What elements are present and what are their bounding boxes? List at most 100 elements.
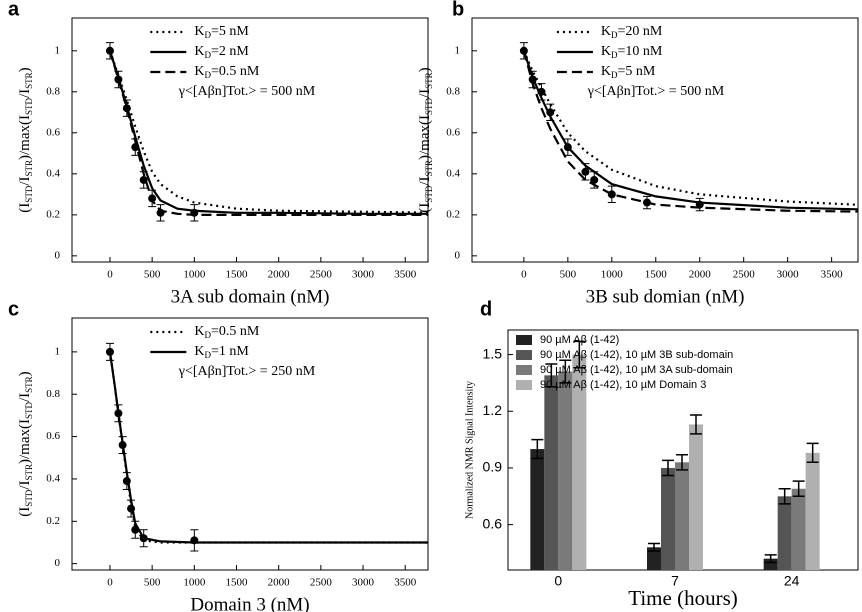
bar (544, 375, 559, 570)
data-point (563, 143, 572, 152)
data-point (190, 208, 199, 217)
legend-label: KD=5 nM (194, 24, 249, 40)
y-label-text: )/max(I (17, 419, 33, 464)
y-axis-label: Normalized NMR Signal Intensity (464, 381, 475, 519)
error-bar (573, 340, 586, 369)
y-label-subscript: STR (424, 72, 434, 89)
legend-text: =5 nM (618, 64, 656, 79)
legend-text: K (194, 64, 204, 79)
y-tick-label: 0.4 (46, 472, 60, 484)
legend-label: KD=0.5 nM (194, 324, 260, 340)
fit-curve (522, 50, 858, 206)
x-tick-label: 0 (107, 269, 113, 281)
y-tick-label: 0.6 (483, 515, 503, 531)
panel-label: c (8, 298, 19, 320)
legend-text: K (194, 344, 204, 359)
y-label-text: /I (17, 89, 33, 98)
legend-text: K (601, 24, 611, 39)
fit-curve (522, 50, 858, 211)
y-tick-label: 0.6 (46, 430, 60, 442)
data-point (581, 167, 590, 176)
y-label-subscript: STR (24, 376, 34, 393)
legend-text: =10 nM (618, 44, 663, 59)
error-bar (792, 480, 805, 498)
data-point (122, 104, 131, 113)
x-tick-label: 1000 (601, 269, 624, 281)
legend-subscript: D (204, 50, 211, 60)
x-tick-label: 1500 (645, 269, 668, 281)
legend-text: K (194, 44, 204, 59)
x-tick-label: 3000 (352, 269, 375, 281)
y-axis-label: (ISTD/ISTR)/max(ISTD/ISTR) (17, 371, 34, 516)
bar (805, 452, 820, 570)
y-label-text: (I (17, 507, 33, 517)
y-label-text: ) (417, 67, 433, 72)
y-tick-label: 0.6 (446, 126, 460, 138)
x-tick-label: 24 (784, 573, 800, 589)
bar (647, 547, 661, 570)
y-label-subscript: STR (24, 464, 34, 481)
y-tick-label: 1 (455, 44, 461, 56)
bar (791, 488, 806, 570)
annotation: γ<[Aβn]Tot.> = 250 nM (178, 364, 316, 379)
legend-subscript: D (611, 50, 618, 60)
error-bar (676, 453, 688, 471)
y-tick-label: 0.4 (46, 167, 60, 179)
error-bar (559, 359, 572, 384)
annotation: γ<[Aβn]Tot.> = 500 nM (178, 84, 316, 99)
x-tick-label: 2500 (310, 577, 333, 589)
x-tick-label: 2000 (268, 577, 291, 589)
legend-text: =20 nM (618, 24, 663, 39)
legend-label: 90 µM Aβ (1-42), 10 µM Domain 3 (540, 379, 706, 391)
plot-frame (471, 17, 859, 263)
panel-label: a (8, 0, 20, 20)
y-label-subscript: STD (424, 185, 434, 203)
data-point (118, 441, 127, 450)
x-tick-label: 3500 (821, 269, 844, 281)
y-tick-label: 0.2 (46, 515, 60, 527)
y-tick-label: 1 (55, 345, 61, 357)
x-tick-label: 1500 (226, 577, 249, 589)
bar (572, 354, 587, 570)
legend-text: =0.5 nM (211, 64, 260, 79)
error-bar (690, 414, 702, 435)
data-point (139, 175, 148, 184)
bar (661, 467, 675, 570)
y-tick-label: 1 (55, 44, 61, 56)
data-point (114, 409, 123, 418)
data-point (190, 536, 199, 545)
fit-curve (522, 50, 858, 213)
data-point (642, 198, 651, 207)
y-label-subscript: STD (24, 185, 34, 203)
bar (558, 371, 573, 570)
error-bar (545, 363, 558, 388)
legend-subscript: D (611, 30, 618, 40)
fit-curve (108, 50, 428, 214)
data-point (607, 190, 616, 199)
y-tick-label: 0 (455, 249, 461, 261)
x-axis-label: 3A sub domain (nM) (171, 286, 330, 307)
x-tick-label: 500 (144, 577, 161, 589)
y-label-text: /I (17, 177, 33, 186)
data-point (122, 477, 131, 486)
legend-label: KD=10 nM (601, 44, 663, 60)
legend-label: KD=20 nM (601, 24, 663, 40)
legend-swatch (516, 380, 532, 390)
legend-swatch (516, 365, 532, 375)
y-label-text: )/max(I (417, 115, 433, 160)
legend-subscript: D (204, 30, 211, 40)
legend-text: =5 nM (211, 24, 249, 39)
legend-subscript: D (204, 70, 211, 80)
data-point (546, 108, 555, 117)
x-tick-label: 0 (107, 577, 113, 589)
data-point (105, 347, 114, 356)
legend-swatch (516, 350, 532, 360)
fit-curve (108, 351, 428, 544)
legend-label: KD=1 nM (194, 344, 249, 360)
y-label-subscript: STD (24, 402, 34, 420)
y-tick-label: 0.2 (446, 208, 460, 220)
data-point (590, 175, 599, 184)
x-tick-label: 2500 (310, 269, 333, 281)
